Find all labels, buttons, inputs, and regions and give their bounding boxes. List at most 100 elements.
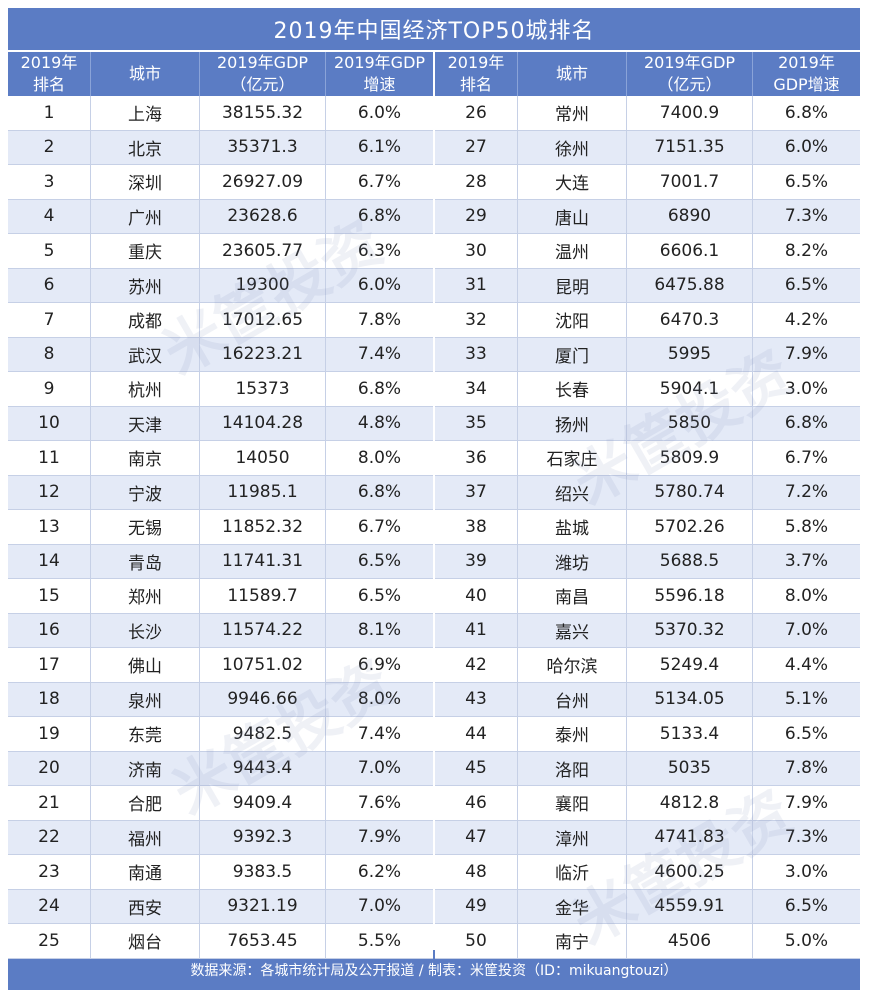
gdp-cell: 5809.9 — [627, 441, 753, 475]
city-cell: 临沂 — [518, 855, 627, 889]
growth-cell: 7.9% — [784, 792, 829, 813]
city-cell: 无锡 — [91, 510, 200, 544]
rank-cell: 19 — [8, 717, 91, 751]
growth-cell: 8.0% — [357, 447, 402, 468]
growth-cell: 7.4% — [357, 723, 402, 744]
right-rows: 26 常州 7400.9 6.8% 27 徐州 7151.35 6.0% 28 大连 7001.7 6… — [435, 96, 860, 959]
city-cell: 烟台 — [91, 924, 200, 958]
table-row: 39 潍坊 5688.5 3.7% — [435, 544, 860, 579]
table-row: 38 盐城 5702.26 5.8% — [435, 510, 860, 545]
growth-cell: 6.7% — [357, 171, 402, 192]
rank-cell: 41 — [435, 613, 518, 647]
gdp-cell: 10751.02 — [200, 648, 326, 682]
growth-cell: 6.8% — [784, 102, 829, 123]
city-cell: 扬州 — [518, 406, 627, 440]
gdp-cell: 5133.4 — [627, 717, 753, 751]
rank-cell: 30 — [435, 234, 518, 268]
growth-cell: 7.9% — [357, 827, 402, 848]
table-row: 31 昆明 6475.88 6.5% — [435, 268, 860, 303]
rank-cell: 50 — [435, 924, 518, 958]
city-cell: 温州 — [518, 234, 627, 268]
gdp-cell: 14050 — [200, 441, 326, 475]
gdp-cell: 5249.4 — [627, 648, 753, 682]
rank-cell: 44 — [435, 717, 518, 751]
gdp-cell: 5904.1 — [627, 372, 753, 406]
rank-cell: 39 — [435, 544, 518, 578]
growth-cell: 5.1% — [784, 689, 829, 710]
rank-cell: 24 — [8, 889, 91, 923]
growth-cell: 7.0% — [357, 896, 402, 917]
city-cell: 长春 — [518, 372, 627, 406]
growth-cell: 6.5% — [357, 585, 402, 606]
city-cell: 潍坊 — [518, 544, 627, 578]
rank-cell: 1 — [8, 96, 91, 130]
city-cell: 绍兴 — [518, 475, 627, 509]
table-row: 7 成都 17012.65 7.8% — [8, 303, 433, 338]
header-gdp: 2019年GDP （亿元） — [200, 52, 326, 96]
gdp-cell: 23628.6 — [200, 199, 326, 233]
table-row: 18 泉州 9946.66 8.0% — [8, 682, 433, 717]
growth-cell: 6.7% — [784, 447, 829, 468]
city-cell: 昆明 — [518, 268, 627, 302]
rank-cell: 25 — [8, 924, 91, 958]
rank-cell: 28 — [435, 165, 518, 199]
table-row: 37 绍兴 5780.74 7.2% — [435, 475, 860, 510]
city-cell: 哈尔滨 — [518, 648, 627, 682]
gdp-cell: 26927.09 — [200, 165, 326, 199]
rank-cell: 11 — [8, 441, 91, 475]
rank-cell: 9 — [8, 372, 91, 406]
table-row: 4 广州 23628.6 6.8% — [8, 199, 433, 234]
rank-cell: 40 — [435, 579, 518, 613]
city-cell: 上海 — [91, 96, 200, 130]
gdp-cell: 11589.7 — [200, 579, 326, 613]
gdp-cell: 11741.31 — [200, 544, 326, 578]
growth-cell: 6.9% — [357, 654, 402, 675]
table-row: 42 哈尔滨 5249.4 4.4% — [435, 648, 860, 683]
table-row: 48 临沂 4600.25 3.0% — [435, 855, 860, 890]
city-cell: 襄阳 — [518, 786, 627, 820]
city-cell: 天津 — [91, 406, 200, 440]
gdp-cell: 6606.1 — [627, 234, 753, 268]
table-row: 22 福州 9392.3 7.9% — [8, 820, 433, 855]
table-row: 19 东莞 9482.5 7.4% — [8, 717, 433, 752]
city-cell: 杭州 — [91, 372, 200, 406]
column-divider — [433, 52, 435, 948]
right-table: 2019年 排名 城市 2019年GDP （亿元） 2019年 GDP增速 26 常州 7… — [435, 52, 860, 959]
table-row: 30 温州 6606.1 8.2% — [435, 234, 860, 269]
rank-cell: 14 — [8, 544, 91, 578]
header-city: 城市 — [518, 52, 627, 96]
table-row: 46 襄阳 4812.8 7.9% — [435, 786, 860, 821]
growth-cell: 7.9% — [784, 344, 829, 365]
growth-cell: 6.0% — [784, 137, 829, 158]
city-cell: 福州 — [91, 820, 200, 854]
growth-cell: 6.0% — [357, 275, 402, 296]
growth-cell: 3.7% — [784, 551, 829, 572]
city-cell: 佛山 — [91, 648, 200, 682]
gdp-cell: 38155.32 — [200, 96, 326, 130]
city-cell: 合肥 — [91, 786, 200, 820]
gdp-cell: 17012.65 — [200, 303, 326, 337]
growth-cell: 6.8% — [357, 482, 402, 503]
table-row: 34 长春 5904.1 3.0% — [435, 372, 860, 407]
left-header-row: 2019年 排名 城市 2019年GDP （亿元） 2019年GDP 增速 — [8, 52, 433, 96]
header-city: 城市 — [91, 52, 200, 96]
gdp-cell: 7001.7 — [627, 165, 753, 199]
rank-cell: 45 — [435, 751, 518, 785]
growth-cell: 6.5% — [784, 896, 829, 917]
rank-cell: 33 — [435, 337, 518, 371]
rank-cell: 27 — [435, 130, 518, 164]
table-row: 28 大连 7001.7 6.5% — [435, 165, 860, 200]
table-row: 11 南京 14050 8.0% — [8, 441, 433, 476]
table-row: 12 宁波 11985.1 6.8% — [8, 475, 433, 510]
city-cell: 成都 — [91, 303, 200, 337]
table-row: 50 南宁 4506 5.0% — [435, 924, 860, 959]
growth-cell: 6.8% — [357, 206, 402, 227]
gdp-cell: 35371.3 — [200, 130, 326, 164]
right-header-row: 2019年 排名 城市 2019年GDP （亿元） 2019年 GDP增速 — [435, 52, 860, 96]
growth-cell: 5.8% — [784, 516, 829, 537]
rank-cell: 22 — [8, 820, 91, 854]
city-cell: 徐州 — [518, 130, 627, 164]
gdp-cell: 9321.19 — [200, 889, 326, 923]
